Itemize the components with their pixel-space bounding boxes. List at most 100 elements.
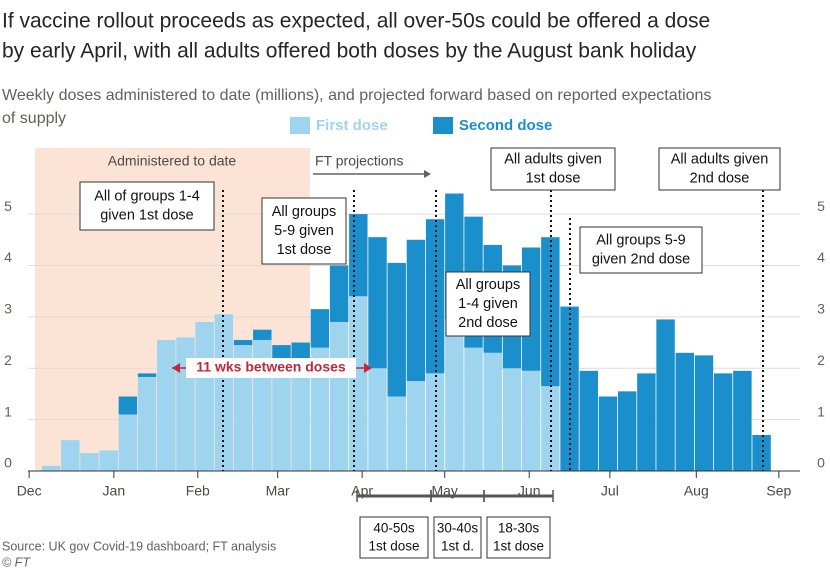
y-tick-label-right: 0: [817, 455, 825, 471]
annotation-text: 1st dose: [526, 170, 581, 186]
age-box: [433, 516, 482, 559]
annotation-box: [490, 147, 616, 191]
source: Source: UK gov Covid-19 dashboard; FT an…: [2, 539, 276, 553]
annotation-box: [445, 271, 531, 337]
bar: [61, 440, 80, 471]
y-tick-label: 0: [4, 455, 12, 471]
region-label: FT projections: [315, 153, 403, 169]
y-tick-label-right: 1: [817, 403, 825, 419]
annotation-text: 5-9 given: [274, 223, 334, 239]
bar: [329, 321, 349, 471]
gap-arrow-head: [364, 363, 372, 373]
age-label: 1st d.: [441, 539, 474, 554]
chart-subtitle: Weekly doses administered to date (milli…: [2, 87, 711, 104]
age-box: [486, 516, 551, 559]
annotation-text: All adults given: [671, 151, 769, 167]
annotation-box: [579, 226, 703, 274]
age-label: 30-40s: [437, 521, 479, 536]
y-tick-label-right: 5: [817, 198, 825, 214]
x-tick-label: Mar: [266, 483, 290, 499]
chart-title: by early April, with all adults offered …: [2, 40, 697, 63]
legend-label: Second dose: [459, 117, 552, 134]
x-tick-label: Sep: [766, 483, 791, 499]
age-label: 40-50s: [373, 521, 415, 536]
bar: [502, 368, 522, 471]
annotation-text: 1-4 given: [458, 296, 518, 312]
bar: [387, 262, 406, 397]
legend-swatch: [433, 117, 453, 134]
bar: [176, 337, 195, 471]
age-label: 1st dose: [493, 539, 544, 554]
bar: [387, 396, 406, 471]
bar: [118, 414, 138, 471]
bar: [272, 345, 291, 361]
annotation-text: 2nd dose: [458, 315, 518, 331]
annotation-text: given 2nd dose: [592, 251, 690, 267]
bar: [656, 319, 675, 471]
bar: [406, 239, 426, 382]
bar: [272, 360, 291, 471]
bar: [598, 396, 618, 471]
x-tick-label: Dec: [17, 483, 42, 499]
y-tick-label-right: 3: [817, 301, 825, 317]
bar: [349, 296, 368, 471]
bar: [713, 373, 733, 471]
x-tick-label: Aug: [684, 483, 709, 499]
y-tick-label-right: 2: [817, 352, 825, 368]
y-tick-label: 3: [4, 301, 12, 317]
gap-label: 11 wks between doses: [196, 359, 346, 375]
annotation-text: All of groups 1-4: [94, 188, 200, 204]
bar: [541, 386, 560, 471]
bar: [80, 453, 99, 471]
chart-subtitle: of supply: [2, 110, 66, 127]
bar: [310, 309, 330, 348]
x-tick-label: Feb: [186, 483, 210, 499]
annotation-text: 1st dose: [277, 242, 332, 258]
age-box: [359, 516, 429, 559]
bar: [694, 355, 714, 471]
bar: [675, 352, 694, 471]
bar: [157, 339, 176, 471]
bar: [253, 329, 272, 340]
annotation-text: All groups: [456, 277, 520, 293]
x-tick-label: Jan: [103, 483, 126, 499]
x-tick-label: Jul: [601, 483, 619, 499]
bar: [233, 339, 253, 346]
annotation-box: [261, 197, 347, 265]
region-label: Administered to date: [108, 153, 237, 169]
bar: [41, 465, 61, 471]
bar: [368, 237, 387, 369]
annotation-text: All groups 5-9: [596, 232, 685, 248]
bar: [752, 435, 771, 471]
gap-arrow-head: [172, 363, 180, 373]
annotation-box: [658, 147, 781, 191]
bar: [579, 370, 598, 471]
age-label: 18-30s: [498, 521, 540, 536]
gap-label-box: [186, 358, 356, 378]
source: © FT: [2, 555, 31, 569]
bar: [733, 370, 752, 471]
legend-swatch: [290, 117, 310, 134]
bar: [445, 319, 464, 471]
bar: [195, 321, 214, 471]
y-tick-label-right: 4: [817, 249, 825, 265]
bar: [118, 396, 138, 415]
y-tick-label: 5: [4, 198, 12, 214]
bar: [521, 370, 541, 471]
bar: [464, 347, 483, 471]
bar: [406, 381, 426, 471]
bar: [291, 365, 310, 471]
y-tick-label: 2: [4, 352, 12, 368]
chart-title: If vaccine rollout proceeds as expected,…: [2, 10, 710, 33]
bar: [349, 214, 368, 297]
bar: [637, 373, 656, 471]
annotation-box: [79, 181, 215, 231]
bar: [310, 347, 330, 471]
bar: [617, 391, 637, 471]
bar: [99, 450, 118, 471]
bar: [137, 376, 157, 471]
bar: [214, 314, 234, 471]
age-label: 1st dose: [368, 539, 419, 554]
bar: [137, 373, 157, 377]
